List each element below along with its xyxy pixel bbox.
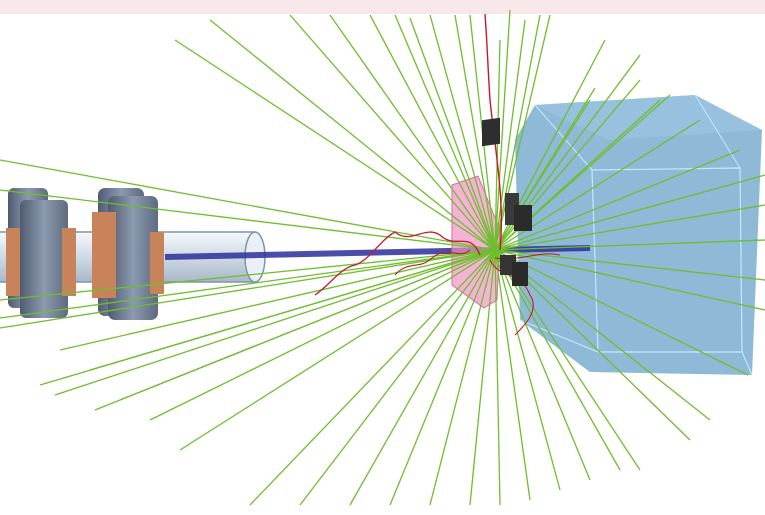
trajectory-line (0, 249, 496, 319)
trajectory-line (329, 14, 496, 251)
trajectory-line (54, 249, 496, 396)
trajectory-line (349, 249, 496, 506)
trajectory-line (249, 249, 496, 506)
trajectory-line (409, 17, 496, 251)
trajectory-line (494, 249, 561, 491)
trajectory-line (394, 14, 496, 251)
trajectory-line (174, 39, 496, 251)
trajectory-line (494, 249, 641, 471)
trajectory-line (149, 249, 496, 421)
trajectory-line (494, 249, 621, 471)
trajectory-line (494, 14, 541, 251)
trajectory-line (0, 249, 496, 329)
trajectory-line (429, 249, 496, 506)
trajectory-line (494, 249, 711, 421)
top-band (0, 0, 765, 14)
detector-block-icon (482, 117, 532, 286)
trajectory-line (369, 14, 496, 251)
trajectory-line (494, 204, 765, 251)
trajectory-line (494, 19, 526, 251)
trajectory-line (389, 249, 496, 506)
trajectory-line (89, 249, 496, 371)
trajectory-line (209, 19, 496, 251)
trajectory-line (494, 149, 741, 251)
trajectory-line (494, 39, 501, 251)
trajectory-line (429, 14, 496, 251)
trajectory-line (299, 249, 496, 506)
trajectory-line (494, 249, 591, 481)
trajectory-line (179, 249, 496, 451)
trajectory-line (289, 14, 496, 251)
trajectory-line (494, 9, 511, 251)
primary-trajectories (0, 9, 765, 506)
trajectory-line (494, 249, 749, 376)
magnet-icon (6, 188, 164, 320)
trajectory-line (0, 249, 496, 301)
trajectory-line (0, 159, 496, 251)
trajectory-line (454, 14, 496, 251)
trajectory-line (59, 249, 496, 351)
trajectory-line (494, 249, 531, 501)
trajectory-line (494, 14, 551, 251)
trajectory-line (469, 249, 496, 506)
trajectory-line (494, 249, 765, 311)
trajectory-line (119, 249, 496, 401)
trajectory-line (0, 189, 496, 251)
trajectory-line (494, 174, 765, 251)
trajectory-line (494, 249, 501, 506)
calorimeter-icon (515, 94, 762, 376)
trajectory-line (494, 239, 765, 251)
